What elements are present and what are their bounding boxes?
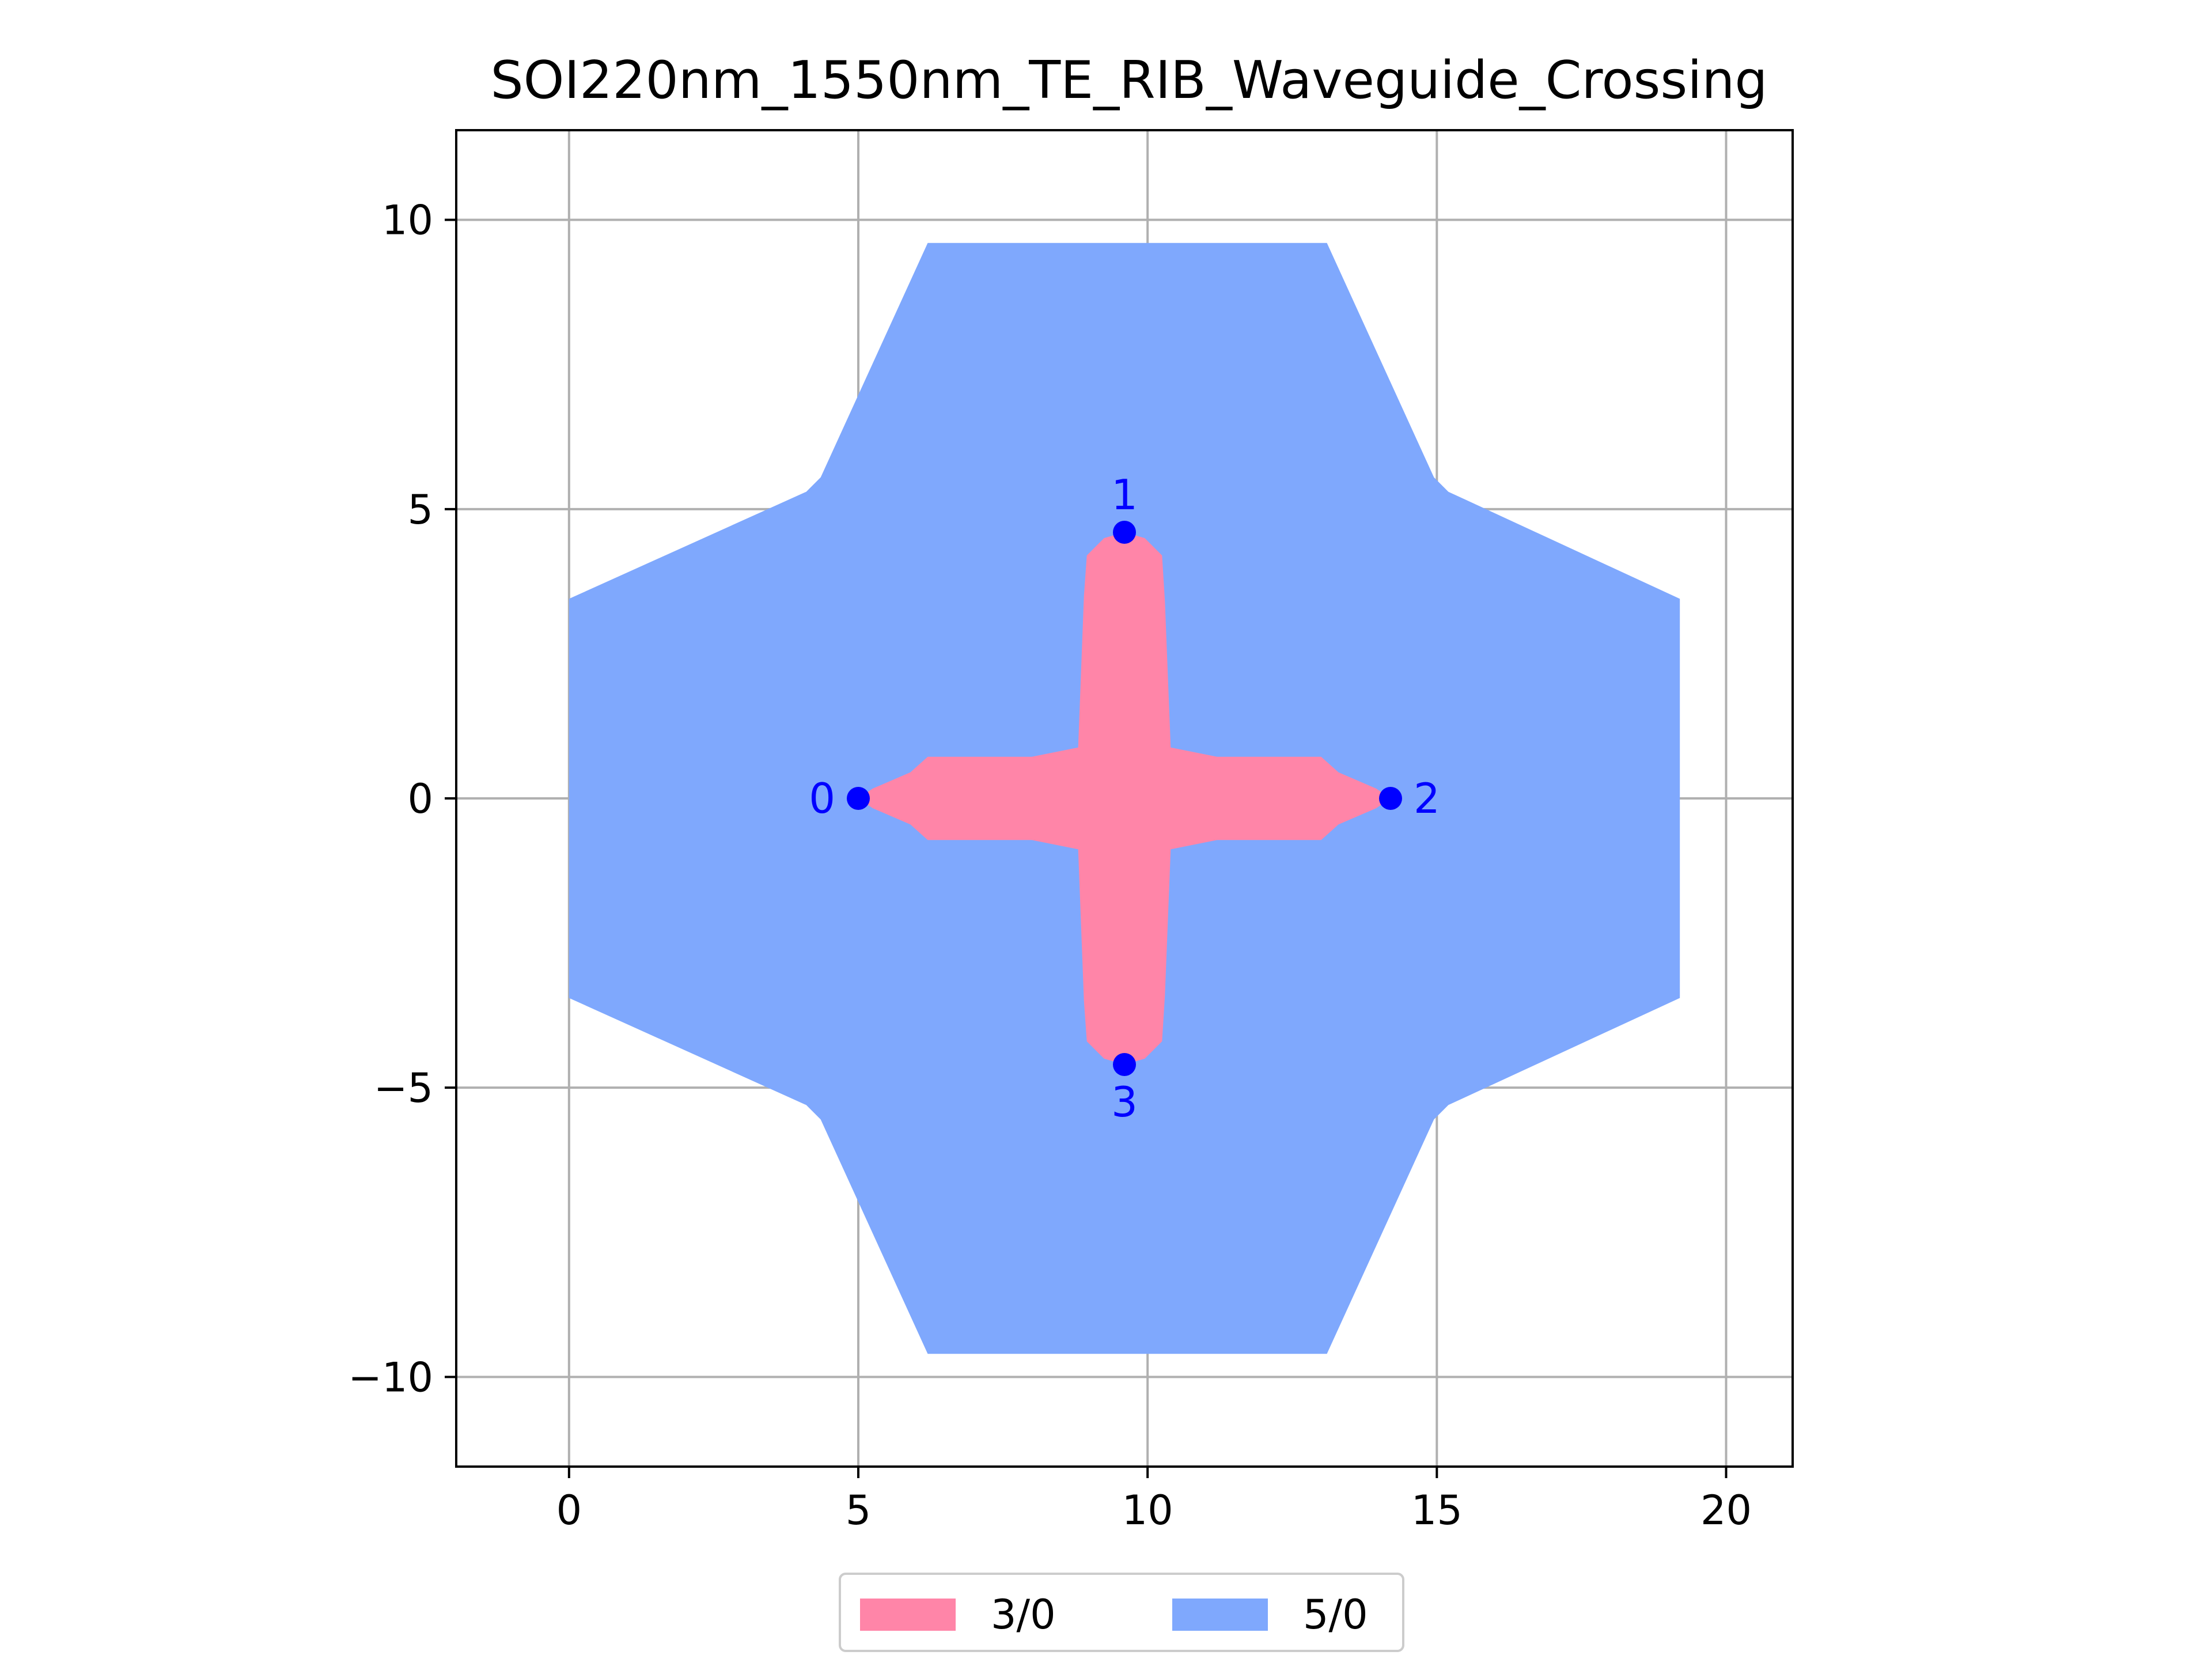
polygon-layer — [569, 243, 1680, 1354]
port-label-3: 3 — [1111, 1078, 1138, 1126]
y-tick-label-0: 10 — [382, 197, 433, 244]
layer-polygon-3-0 — [858, 532, 1391, 1065]
port-label-2: 2 — [1414, 774, 1440, 823]
legend-swatch-3-0 — [860, 1599, 956, 1631]
port-label-1: 1 — [1111, 471, 1138, 519]
y-tick-label-1: 5 — [407, 486, 433, 533]
x-tick-label-1: 5 — [846, 1487, 872, 1534]
legend-frame — [839, 1573, 1404, 1652]
legend: 3/0 5/0 — [839, 1573, 1404, 1652]
port-marker-1 — [1113, 521, 1136, 544]
y-tick-label-4: −10 — [348, 1354, 433, 1401]
legend-swatch-5-0 — [1172, 1599, 1268, 1631]
legend-label-3-0: 3/0 — [991, 1591, 1056, 1638]
x-tick-label-3: 15 — [1411, 1487, 1463, 1534]
port-label-0: 0 — [809, 774, 835, 823]
x-tick-label-2: 10 — [1122, 1487, 1173, 1534]
port-marker-0 — [847, 787, 870, 810]
y-tick-label-2: 0 — [407, 775, 433, 823]
chart-title: SOI220nm_1550nm_TE_RIB_Waveguide_Crossin… — [491, 50, 1768, 111]
port-marker-3 — [1113, 1052, 1136, 1076]
x-tick-label-0: 0 — [556, 1487, 582, 1534]
y-tick-label-3: −5 — [374, 1065, 433, 1112]
port-markers: 0 1 2 3 — [809, 471, 1440, 1126]
legend-label-5-0: 5/0 — [1303, 1591, 1368, 1638]
x-tick-label-4: 20 — [1700, 1487, 1752, 1534]
port-marker-2 — [1378, 787, 1402, 810]
